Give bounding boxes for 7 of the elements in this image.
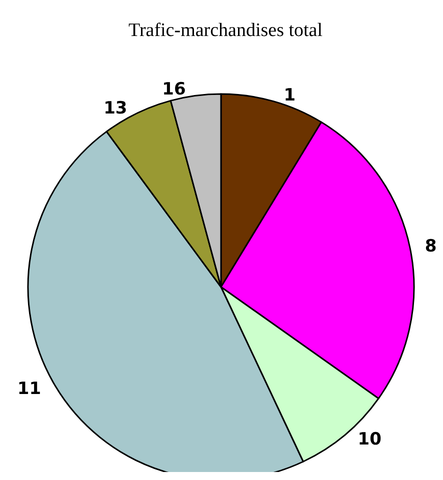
slice-label: 16 <box>162 80 186 100</box>
slice-label: 10 <box>358 430 382 450</box>
slice-label: 11 <box>17 378 42 399</box>
slice-label: 8 <box>424 236 437 257</box>
slice-label: 1 <box>284 85 296 106</box>
slice-label: 13 <box>104 98 128 119</box>
chart-title: Trafic-marchandises total <box>128 20 322 41</box>
